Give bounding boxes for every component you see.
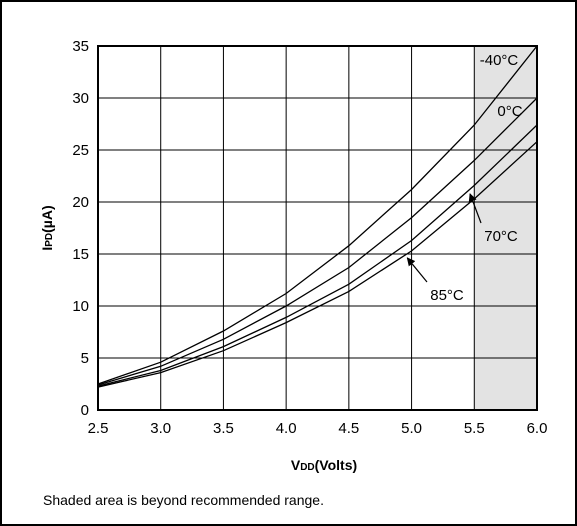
series-line--40°C: [97, 45, 538, 385]
y-tick-label: 5: [81, 350, 89, 367]
y-tick-label: 15: [72, 246, 89, 263]
x-axis-label-rest: (Volts): [315, 457, 358, 473]
x-tick-labels: 2.5 3.0 3.5 4.0 4.5 5.0 5.5 6.0: [88, 420, 548, 437]
x-axis-label: VDD(Volts): [291, 457, 357, 473]
shaded-out-of-range-region: [474, 46, 537, 410]
annotation-arrow: [468, 193, 482, 224]
series-line-85°C: [97, 141, 538, 388]
x-tick-label: 6.0: [527, 420, 548, 437]
y-tick-label: 30: [72, 90, 89, 107]
series-annotations: -40°C 0°C 70°C 85°C: [406, 52, 523, 304]
footnote-text: Shaded area is beyond recommended range.: [43, 492, 324, 508]
x-tick-label: 3.0: [150, 420, 171, 437]
y-tick-label: 25: [72, 142, 89, 159]
x-tick-label: 4.0: [276, 420, 297, 437]
y-tick-label: 0: [81, 402, 89, 419]
annotation-arrow: [406, 257, 428, 283]
grid-lines: [97, 45, 538, 411]
x-tick-label: 2.5: [88, 420, 109, 437]
x-tick-label: 5.5: [464, 420, 485, 437]
y-axis-label: IPD(µA): [39, 205, 55, 250]
y-axis-label-rest: (µA): [39, 205, 55, 233]
y-axis-label-sub: PD: [44, 233, 55, 247]
y-tick-labels: 0 5 10 15 20 25 30 35: [72, 38, 89, 419]
y-tick-label: 10: [72, 298, 89, 315]
plot-area-border: [97, 45, 538, 411]
x-axis-label-sub: DD: [300, 462, 314, 473]
x-tick-label: 5.0: [401, 420, 422, 437]
annotation-label: -40°C: [480, 52, 519, 69]
y-tick-label: 20: [72, 194, 89, 211]
annotation-label: 70°C: [484, 228, 518, 245]
series-line-0°C: [97, 97, 538, 386]
x-tick-label: 3.5: [213, 420, 234, 437]
y-axis-label-main: I: [39, 247, 55, 251]
y-tick-label: 35: [72, 38, 89, 55]
annotation-label: 0°C: [497, 103, 522, 120]
annotation-label: 85°C: [430, 287, 464, 304]
x-axis-label-main: V: [291, 457, 301, 473]
x-tick-label: 4.5: [338, 420, 359, 437]
series-curves: [97, 45, 538, 388]
series-line-70°C: [97, 124, 538, 387]
